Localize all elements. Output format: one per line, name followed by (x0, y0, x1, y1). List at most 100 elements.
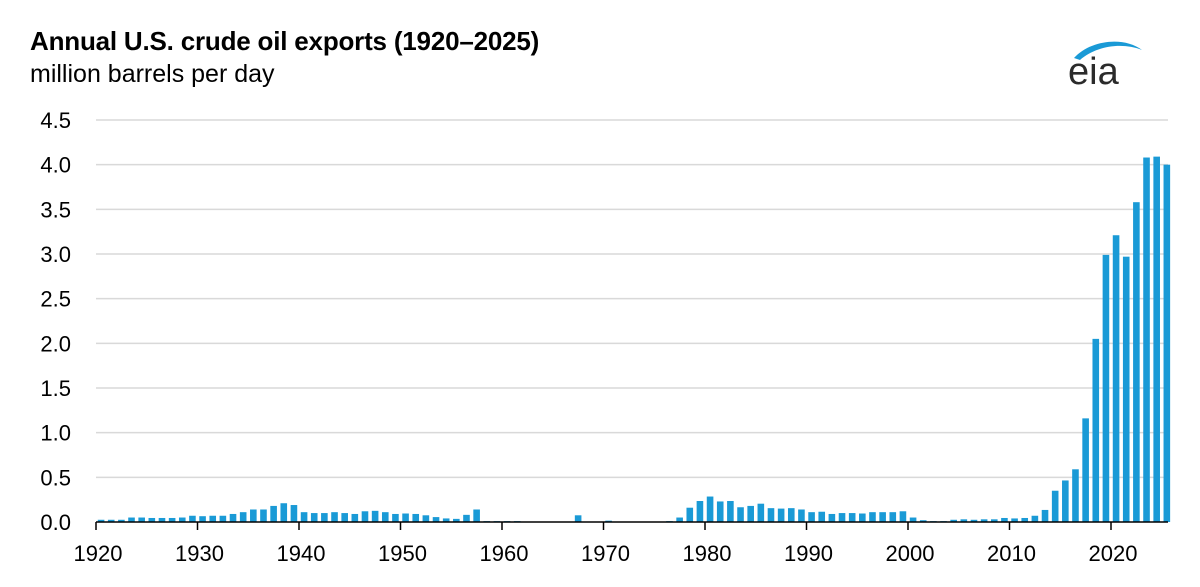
y-tick-label: 1.0 (40, 421, 71, 446)
x-tick-label: 1990 (784, 541, 833, 566)
bar-1930 (199, 516, 206, 522)
bar-1995 (859, 513, 866, 522)
y-tick-label: 0.0 (40, 510, 71, 535)
axes: 0.0 0.5 1.0 1.5 2.0 2.5 3.0 3.5 4.0 4.5 1920 1930 19… (40, 108, 1168, 566)
bar-1928 (178, 517, 186, 522)
bar-1983 (737, 507, 744, 522)
bar-1977 (676, 517, 683, 522)
bar-2014 (1051, 490, 1059, 522)
bar-1936 (260, 509, 267, 522)
bar-1940 (300, 512, 308, 522)
bar-1935 (250, 509, 257, 522)
bar-1967 (574, 515, 582, 522)
bar-2016 (1072, 469, 1079, 522)
x-tick-label: 1980 (683, 541, 732, 566)
bar-1996 (869, 512, 876, 522)
bar-2011 (1021, 517, 1029, 522)
x-tick-label: 1930 (175, 541, 224, 566)
bar-1953 (432, 517, 440, 522)
y-tick-label: 1.5 (40, 376, 71, 401)
logo-swoosh (1074, 41, 1142, 60)
bar-1956 (463, 514, 470, 522)
bar-2005 (960, 519, 968, 522)
bar-1944 (341, 513, 348, 522)
bar-2001 (919, 520, 927, 522)
bar-1921 (107, 519, 115, 522)
gridlines (96, 119, 1168, 479)
y-tick-label: 2.0 (40, 331, 71, 356)
y-tick-label: 0.5 (40, 465, 71, 490)
eia-logo: eia (1068, 41, 1142, 90)
x-tick-label: 1940 (277, 541, 326, 566)
bar-2007 (980, 519, 988, 522)
chart-title: Annual U.S. crude oil exports (1920–2025… (30, 26, 540, 56)
bar-1991 (818, 511, 826, 522)
bar-1987 (777, 508, 785, 522)
bar-1950 (402, 513, 409, 522)
bar-1997 (879, 512, 886, 522)
bar-1981 (716, 501, 724, 522)
x-tick-label: 2000 (886, 541, 935, 566)
bar-1949 (392, 513, 399, 522)
x-tick-label: 1950 (378, 541, 427, 566)
bar-1994 (848, 513, 856, 522)
bars (97, 156, 1171, 523)
bar-1920 (97, 519, 105, 522)
bar-1957 (473, 509, 480, 522)
x-tick-label: 1970 (581, 541, 630, 566)
bar-1922 (118, 519, 125, 522)
x-tick-label: 1960 (480, 541, 529, 566)
bar-1945 (351, 513, 359, 522)
bar-1986 (767, 508, 775, 522)
bar-1937 (270, 505, 277, 522)
bar-1978 (686, 507, 694, 522)
x-tick-label: 2010 (987, 541, 1036, 566)
y-tick-label: 4.5 (40, 108, 71, 133)
bar-1979 (696, 501, 704, 522)
bar-1938 (280, 503, 288, 522)
bar-1939 (290, 505, 298, 522)
bar-1985 (757, 503, 765, 522)
bar-2020 (1112, 235, 1120, 523)
bar-1946 (361, 511, 369, 522)
bar-1988 (787, 508, 795, 522)
bar-1955 (453, 518, 460, 522)
x-tick-label: 1920 (74, 541, 123, 566)
bar-1941 (310, 513, 318, 522)
y-tick-label: 3.0 (40, 242, 71, 267)
bar-2022 (1133, 202, 1140, 522)
bar-1999 (899, 511, 907, 522)
bar-2010 (1011, 518, 1018, 522)
bar-1947 (371, 510, 379, 522)
y-tick-label: 3.5 (40, 197, 71, 222)
bar-1923 (128, 517, 135, 522)
bar-1925 (148, 517, 156, 522)
bar-2018 (1092, 338, 1100, 522)
bar-1992 (828, 513, 836, 522)
bar-2023 (1143, 157, 1150, 522)
bar-1924 (138, 517, 145, 522)
x-tick-label: 2020 (1089, 541, 1138, 566)
bar-1934 (239, 512, 247, 522)
bar-2006 (970, 519, 978, 522)
bar-1951 (412, 513, 420, 522)
logo-text: eia (1068, 51, 1120, 90)
bar-1954 (442, 518, 450, 522)
bar-2025 (1163, 164, 1171, 523)
bar-1926 (158, 517, 166, 522)
bar-1942 (321, 513, 328, 522)
bar-1931 (209, 515, 217, 522)
bar-1984 (747, 505, 754, 522)
y-tick-label: 2.5 (40, 287, 71, 312)
bar-2009 (1001, 517, 1008, 522)
bar-1993 (838, 513, 846, 522)
bar-1933 (229, 513, 237, 522)
bar-1990 (808, 512, 815, 522)
bar-1989 (798, 509, 805, 522)
bar-1932 (219, 515, 227, 522)
bar-2012 (1031, 515, 1039, 522)
bar-2019 (1102, 254, 1110, 522)
bar-1927 (168, 517, 176, 522)
bar-2015 (1062, 480, 1069, 522)
